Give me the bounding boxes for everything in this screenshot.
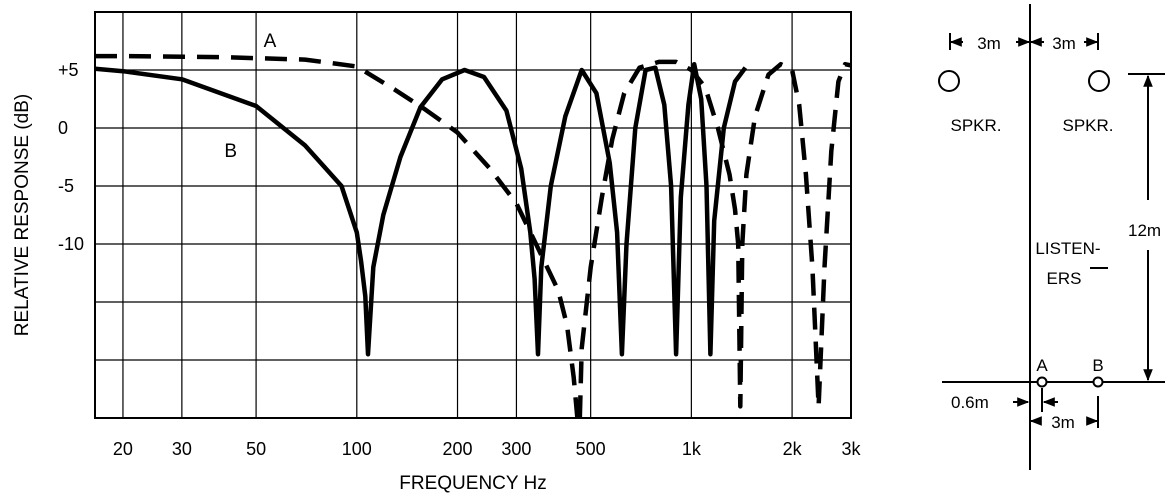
curve-label-a: A xyxy=(264,31,277,52)
listener-a-label: A xyxy=(1036,356,1048,375)
offset-label: 0.6m xyxy=(951,393,989,412)
distance-label: 12m xyxy=(1128,221,1161,240)
y-tick-label: +5 xyxy=(58,60,79,80)
listener-b-label: B xyxy=(1092,356,1103,375)
x-tick-label: 200 xyxy=(442,439,472,459)
listeners-label-line1: LISTEN- xyxy=(1035,239,1100,258)
series-b-line xyxy=(95,61,748,357)
x-tick-label: 30 xyxy=(172,439,192,459)
listener-b-icon xyxy=(1092,376,1104,388)
top-left-spacing-label: 3m xyxy=(977,34,1001,53)
listener-a-icon xyxy=(1036,376,1048,388)
x-tick-label: 300 xyxy=(501,439,531,459)
y-tick-label: -10 xyxy=(58,234,84,254)
bottom-spacing-label: 3m xyxy=(1051,413,1075,432)
x-tick-label: 500 xyxy=(576,439,606,459)
x-tick-label: 2k xyxy=(783,439,803,459)
x-tick-label: 1k xyxy=(682,439,702,459)
speaker-listener-diagram: 3m 3m SPKR. SPKR. 12m LISTEN- ERS A B 0.… xyxy=(938,4,1165,470)
y-tick-label: 0 xyxy=(58,118,68,138)
x-axis-label: FREQUENCY Hz xyxy=(399,473,546,494)
top-right-spacing-label: 3m xyxy=(1052,34,1076,53)
right-speaker-icon xyxy=(1088,70,1110,92)
y-tick-labels: +5 0 -5 -10 xyxy=(58,60,84,254)
listeners-label-line2: ERS xyxy=(1047,269,1082,288)
x-tick-label: 100 xyxy=(342,439,372,459)
x-tick-label: 3k xyxy=(841,439,861,459)
curves xyxy=(95,53,851,418)
left-speaker-label: SPKR. xyxy=(950,116,1001,135)
x-tick-label: 50 xyxy=(246,439,266,459)
y-tick-label: -5 xyxy=(58,176,74,196)
plot-frame xyxy=(94,11,852,419)
x-tick-label: 20 xyxy=(113,439,133,459)
x-tick-labels: 20 30 50 100 200 300 500 1k 2k 3k xyxy=(113,439,862,459)
grid xyxy=(95,12,851,418)
left-speaker-icon xyxy=(938,70,960,92)
series-a-line xyxy=(95,53,851,418)
y-axis-label: RELATIVE RESPONSE (dB) xyxy=(12,94,33,337)
response-chart: 20 30 50 100 200 300 500 1k 2k 3k +50-5-10 AB FRE… xyxy=(12,11,862,494)
curve-annotations: AB xyxy=(224,31,276,162)
right-speaker-label: SPKR. xyxy=(1062,116,1113,135)
curve-label-b: B xyxy=(224,141,237,162)
